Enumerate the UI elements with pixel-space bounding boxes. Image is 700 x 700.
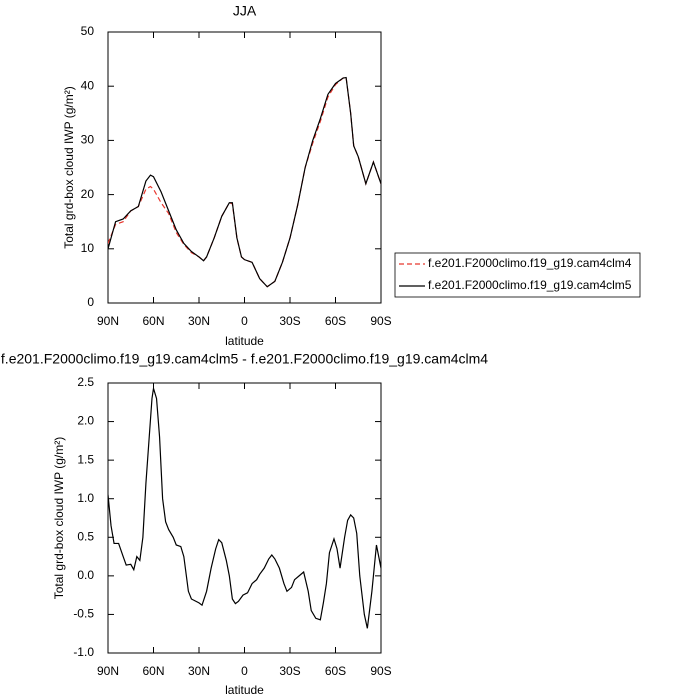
legend-label: f.e201.F2000climo.f19_g19.cam4clm4	[428, 256, 632, 270]
data-line	[108, 76, 381, 288]
x-tick-label: 90N	[97, 314, 119, 328]
data-line	[108, 388, 381, 629]
y-tick-label: 1.5	[77, 452, 94, 466]
x-axis-label: latitude	[225, 334, 264, 348]
x-tick-label: 60N	[142, 664, 164, 678]
x-tick-label: 90N	[97, 664, 119, 678]
x-tick-label: 0	[241, 314, 248, 328]
y-tick-label: 20	[81, 187, 95, 201]
y-tick-label: -0.5	[73, 607, 94, 621]
x-tick-label: 30S	[279, 314, 300, 328]
x-tick-label: 60N	[142, 314, 164, 328]
y-tick-label: 0.5	[77, 529, 94, 543]
x-tick-label: 30S	[279, 664, 300, 678]
data-line	[108, 76, 381, 288]
y-tick-label: 2.5	[77, 375, 94, 389]
x-tick-label: 30N	[188, 664, 210, 678]
plot-frame	[107, 382, 382, 654]
x-tick-label: 30N	[188, 314, 210, 328]
y-tick-label: 10	[81, 241, 95, 255]
x-tick-label: 90S	[370, 314, 391, 328]
chart-title: f.e201.F2000climo.f19_g19.cam4clm5 - f.e…	[1, 351, 488, 367]
chart-title: JJA	[233, 3, 257, 19]
x-tick-label: 60S	[325, 314, 346, 328]
y-tick-label: 1.0	[77, 491, 94, 505]
y-axis-label: Total grd-box cloud IWP (g/m²)	[52, 437, 66, 600]
y-tick-label: 2.0	[77, 414, 94, 428]
legend-label: f.e201.F2000climo.f19_g19.cam4clm5	[428, 278, 632, 292]
plot-frame	[107, 31, 382, 304]
x-tick-label: 60S	[325, 664, 346, 678]
y-tick-label: 0	[87, 295, 94, 309]
y-tick-label: 0.0	[77, 568, 94, 582]
legend-box	[394, 252, 641, 298]
y-tick-label: 50	[81, 24, 95, 38]
y-tick-label: 30	[81, 133, 95, 147]
y-tick-label: 40	[81, 78, 95, 92]
y-axis-label: Total grd-box cloud IWP (g/m²)	[62, 86, 76, 249]
y-tick-label: -1.0	[73, 645, 94, 659]
x-axis-label: latitude	[225, 683, 264, 697]
x-tick-label: 0	[241, 664, 248, 678]
x-tick-label: 90S	[370, 664, 391, 678]
